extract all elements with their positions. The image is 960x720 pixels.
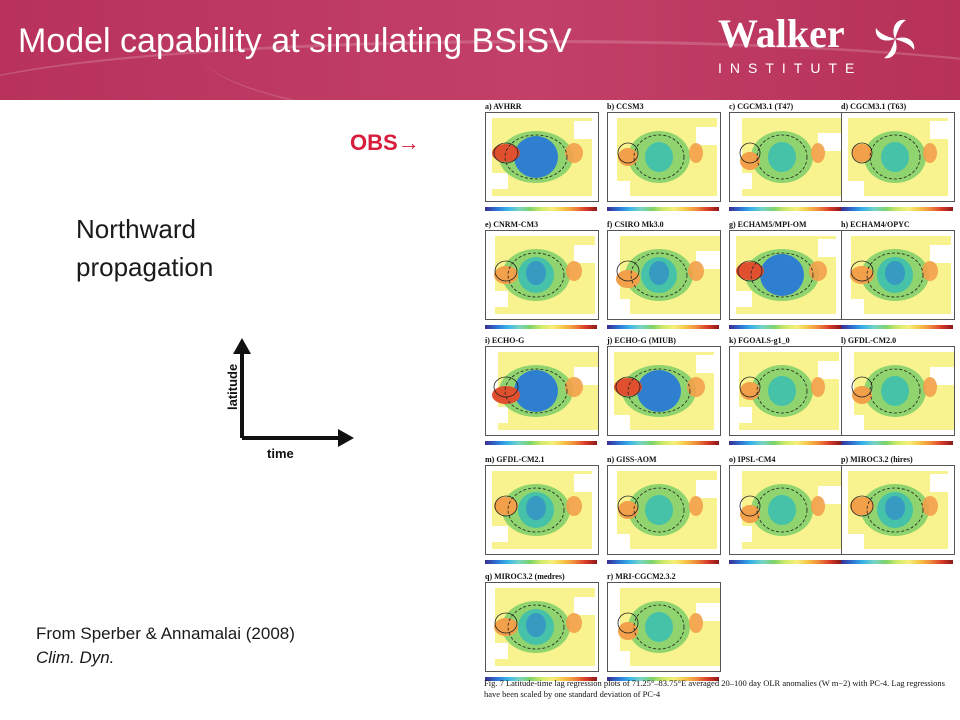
panel-plot <box>607 346 721 436</box>
panel-plot <box>485 582 599 672</box>
walker-logo-icon <box>875 19 915 59</box>
panel-plot <box>607 582 721 672</box>
panel-plot <box>485 465 599 555</box>
obs-label: OBS→ <box>350 130 420 155</box>
figure-panel: a) AVHRR <box>485 102 599 211</box>
subtitle-line-1: Northward <box>76 214 196 244</box>
panel-title: d) CGCM3.1 (T63) <box>841 102 907 111</box>
title-banner: Model capability at simulating BSISV Wal… <box>0 0 960 100</box>
figure-panel: l) GFDL-CM2.0 <box>841 336 955 445</box>
figure-panel: b) CCSM3 <box>607 102 721 211</box>
figure-panel: q) MIROC3.2 (medres) <box>485 572 599 681</box>
y-axis-label: latitude <box>225 364 240 410</box>
figure-panel: g) ECHAM5/MPI-OM <box>729 220 843 329</box>
panel-plot <box>841 465 955 555</box>
panel-title: k) FGOALS-g1_0 <box>729 336 790 345</box>
citation-journal: Clim. Dyn. <box>36 648 115 667</box>
panel-colorbar <box>841 560 953 564</box>
panel-title: l) GFDL-CM2.0 <box>841 336 897 345</box>
subtitle: Northward propagation <box>76 210 213 286</box>
figure-panel: o) IPSL-CM4 <box>729 455 843 564</box>
panel-plot <box>607 465 721 555</box>
panel-colorbar <box>729 207 841 211</box>
panel-plot <box>729 465 843 555</box>
slide-title: Model capability at simulating BSISV <box>18 22 572 60</box>
figure-panel: n) GISS-AOM <box>607 455 721 564</box>
panel-title: e) CNRM-CM3 <box>485 220 539 229</box>
panel-plot <box>607 112 721 202</box>
panel-plot <box>729 112 843 202</box>
figure-panel: r) MRI-CGCM2.3.2 <box>607 572 721 681</box>
regression-figure: a) AVHRR b) CCSM3 c) CGCM3.1 (T47) d) CGCM3… <box>480 100 960 720</box>
figure-panel: j) ECHO-G (MIUB) <box>607 336 721 445</box>
panel-plot <box>841 346 955 436</box>
panel-plot <box>841 230 955 320</box>
panel-colorbar <box>485 441 597 445</box>
panel-colorbar <box>841 441 953 445</box>
panel-plot <box>841 112 955 202</box>
panel-title: r) MRI-CGCM2.3.2 <box>607 572 676 581</box>
panel-title: b) CCSM3 <box>607 102 644 111</box>
panel-colorbar <box>607 207 719 211</box>
panel-colorbar <box>485 677 597 681</box>
figure-panel: k) FGOALS-g1_0 <box>729 336 843 445</box>
latitude-time-axes: latitude time <box>225 338 354 460</box>
panel-plot <box>729 230 843 320</box>
panel-title: o) IPSL-CM4 <box>729 455 776 464</box>
panel-title: m) GFDL-CM2.1 <box>485 455 545 464</box>
citation: From Sperber & Annamalai (2008) Clim. Dy… <box>36 622 295 670</box>
figure-panel: d) CGCM3.1 (T63) <box>841 102 955 211</box>
panel-title: a) AVHRR <box>485 102 522 111</box>
panel-plot <box>485 346 599 436</box>
panel-title: n) GISS-AOM <box>607 455 657 464</box>
figure-caption: Fig. 7 Latitude-time lag regression plot… <box>484 678 945 699</box>
panel-colorbar <box>841 325 953 329</box>
panel-title: p) MIROC3.2 (hires) <box>841 455 913 464</box>
panel-title: g) ECHAM5/MPI-OM <box>729 220 807 229</box>
panel-colorbar <box>485 207 597 211</box>
panel-plot <box>485 112 599 202</box>
x-axis-label: time <box>267 446 294 460</box>
panel-colorbar <box>729 560 841 564</box>
panel-colorbar <box>729 441 841 445</box>
subtitle-line-2: propagation <box>76 252 214 282</box>
panel-plot <box>729 346 843 436</box>
figure-panel: p) MIROC3.2 (hires) <box>841 455 955 564</box>
figure-panel: m) GFDL-CM2.1 <box>485 455 599 564</box>
figure-panel: h) ECHAM4/OPYC <box>841 220 955 329</box>
panel-colorbar <box>841 207 953 211</box>
panel-colorbar <box>607 325 719 329</box>
panel-title: h) ECHAM4/OPYC <box>841 220 910 229</box>
panel-title: f) CSIRO Mk3.0 <box>607 220 664 229</box>
panel-title: q) MIROC3.2 (medres) <box>485 572 565 581</box>
walker-logo-subtext: INSTITUTE <box>718 60 863 76</box>
panel-colorbar <box>485 325 597 329</box>
figure-panel: e) CNRM-CM3 <box>485 220 599 329</box>
panel-title: i) ECHO-G <box>485 336 525 345</box>
panel-title: j) ECHO-G (MIUB) <box>607 336 676 345</box>
panel-colorbar <box>607 560 719 564</box>
citation-line-1: From Sperber & Annamalai (2008) <box>36 624 295 643</box>
panel-colorbar <box>485 560 597 564</box>
panel-colorbar <box>607 441 719 445</box>
panel-plot <box>607 230 721 320</box>
figure-panel: f) CSIRO Mk3.0 <box>607 220 721 329</box>
figure-panel: i) ECHO-G <box>485 336 599 445</box>
panel-colorbar <box>729 325 841 329</box>
panel-title: c) CGCM3.1 (T47) <box>729 102 794 111</box>
panel-colorbar <box>607 677 719 681</box>
panel-plot <box>485 230 599 320</box>
walker-logo-wordmark: Walker <box>718 11 845 56</box>
figure-panel: c) CGCM3.1 (T47) <box>729 102 843 211</box>
